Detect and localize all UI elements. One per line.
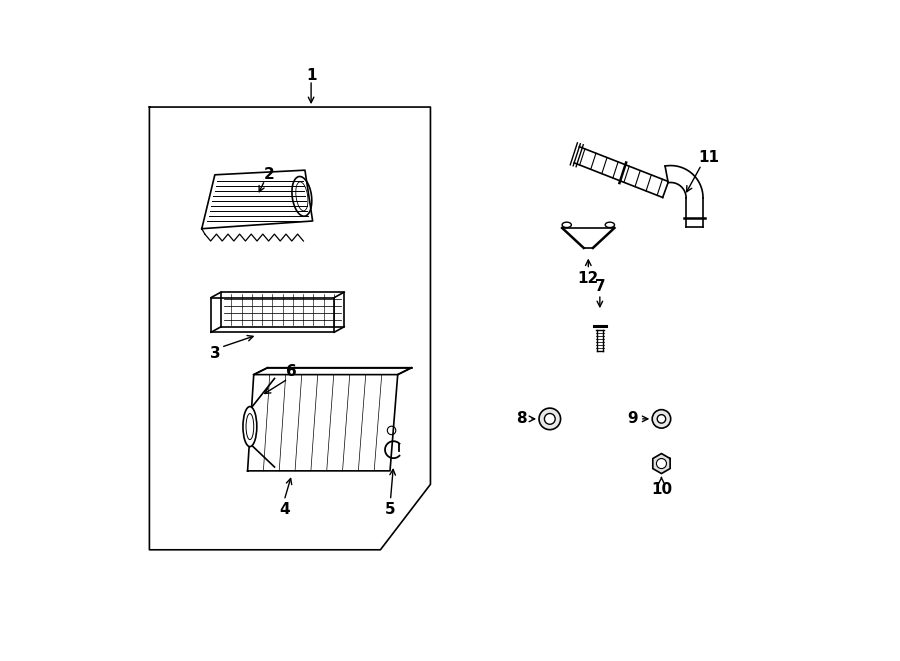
Text: 8: 8 [516, 411, 526, 426]
Text: 9: 9 [627, 411, 637, 426]
Text: 3: 3 [210, 346, 220, 361]
Polygon shape [652, 453, 670, 473]
Text: 4: 4 [279, 502, 290, 518]
Text: 7: 7 [595, 279, 605, 294]
Text: 10: 10 [651, 483, 672, 497]
Text: 6: 6 [286, 364, 297, 379]
Ellipse shape [243, 407, 256, 447]
Text: 1: 1 [306, 68, 317, 83]
Text: 2: 2 [264, 167, 274, 182]
Text: 5: 5 [385, 502, 396, 518]
Circle shape [539, 408, 561, 430]
Circle shape [656, 459, 667, 469]
Text: 12: 12 [578, 271, 599, 286]
Circle shape [544, 414, 555, 424]
Text: 11: 11 [698, 149, 720, 165]
Circle shape [657, 414, 666, 423]
Circle shape [652, 410, 670, 428]
